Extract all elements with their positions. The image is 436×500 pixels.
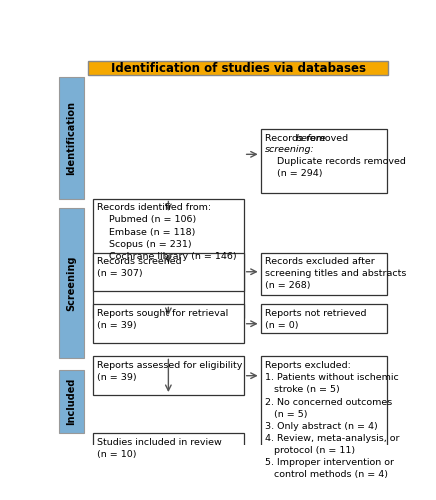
Text: Reports sought for retrieval
(n = 39): Reports sought for retrieval (n = 39) [97, 309, 228, 330]
Text: Reports not retrieved
(n = 0): Reports not retrieved (n = 0) [265, 309, 366, 330]
Text: Records excluded after
screening titles and abstracts
(n = 268): Records excluded after screening titles … [265, 257, 406, 290]
Text: Reports excluded:
1. Patients without ischemic
   stroke (n = 5)
2. No concerned: Reports excluded: 1. Patients without is… [265, 361, 399, 480]
Text: Included: Included [66, 378, 76, 426]
FancyBboxPatch shape [93, 198, 244, 318]
Text: Identification of studies via databases: Identification of studies via databases [111, 62, 366, 74]
FancyBboxPatch shape [58, 208, 84, 358]
FancyBboxPatch shape [261, 356, 387, 458]
Text: screening:: screening: [265, 146, 314, 154]
Text: Identification: Identification [66, 101, 76, 175]
FancyBboxPatch shape [93, 304, 244, 343]
Text: Screening: Screening [66, 256, 76, 311]
Text: Studies included in review
(n = 10): Studies included in review (n = 10) [97, 438, 222, 459]
Text: Records screened
(n = 307): Records screened (n = 307) [97, 257, 182, 278]
FancyBboxPatch shape [58, 370, 84, 434]
FancyBboxPatch shape [261, 304, 387, 334]
FancyBboxPatch shape [261, 130, 387, 193]
Text: Records identified from:
    Pubmed (n = 106)
    Embase (n = 118)
    Scopus (n: Records identified from: Pubmed (n = 106… [97, 203, 237, 261]
FancyBboxPatch shape [93, 434, 244, 472]
Text: Records removed: Records removed [265, 134, 351, 143]
FancyBboxPatch shape [93, 252, 244, 291]
Text: Duplicate records removed
    (n = 294): Duplicate records removed (n = 294) [265, 157, 405, 178]
FancyBboxPatch shape [93, 356, 244, 395]
FancyBboxPatch shape [261, 252, 387, 295]
FancyBboxPatch shape [88, 61, 388, 76]
Text: Reports assessed for eligibility
(n = 39): Reports assessed for eligibility (n = 39… [97, 361, 243, 382]
Text: Records removed: Records removed [265, 134, 353, 143]
Text: before: before [296, 134, 327, 143]
FancyBboxPatch shape [58, 78, 84, 198]
